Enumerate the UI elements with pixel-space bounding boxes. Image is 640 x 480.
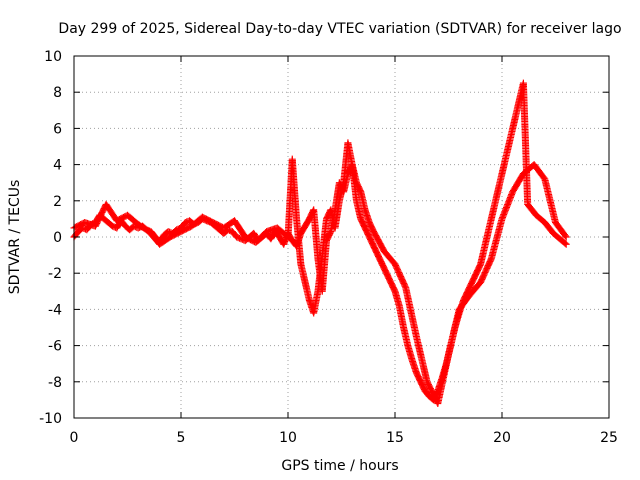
chart-title: Day 299 of 2025, Sidereal Day-to-day VTE…	[58, 21, 621, 37]
data-point	[561, 239, 569, 247]
data-series	[70, 79, 570, 408]
y-tick-label: 0	[53, 230, 62, 246]
y-tick-label: -4	[48, 302, 62, 318]
x-tick-label: 10	[279, 430, 297, 446]
x-tick-label: 15	[386, 430, 404, 446]
x-tick-label: 25	[600, 430, 618, 446]
y-tick-label: -8	[48, 375, 62, 391]
x-tick-label: 20	[493, 430, 511, 446]
y-tick-label: -10	[39, 411, 62, 427]
y-tick-label: -6	[48, 339, 62, 355]
x-axis-label: GPS time / hours	[281, 458, 398, 474]
y-tick-label: 2	[53, 194, 62, 210]
y-axis-label: SDTVAR / TECUs	[7, 180, 23, 295]
x-tick-label: 0	[70, 430, 79, 446]
y-tick-label: 10	[44, 49, 62, 65]
y-tick-label: -2	[48, 266, 62, 282]
data-point	[562, 240, 570, 248]
y-tick-label: 6	[53, 121, 62, 137]
y-tick-label: 4	[53, 158, 62, 174]
y-tick-label: 8	[53, 85, 62, 101]
x-tick-label: 5	[177, 430, 186, 446]
data-point	[561, 232, 569, 240]
series-group	[70, 139, 570, 408]
data-point	[562, 233, 570, 241]
